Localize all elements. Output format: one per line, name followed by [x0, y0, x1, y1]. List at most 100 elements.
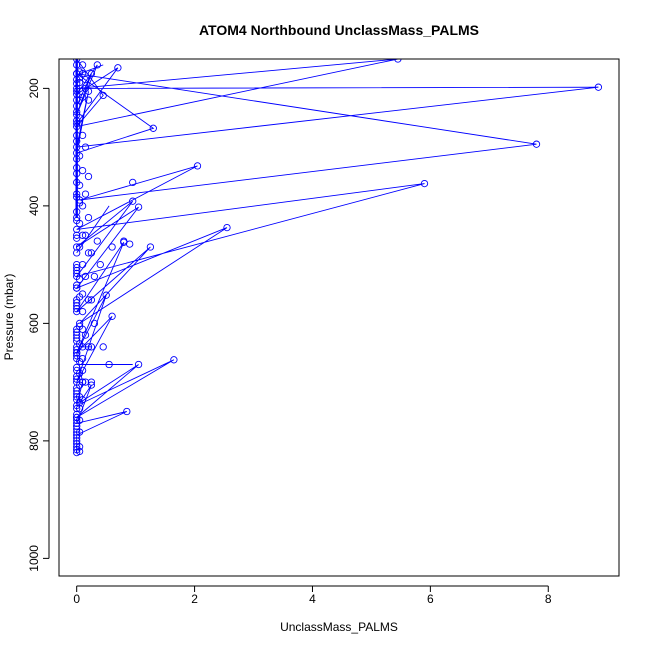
data-point	[129, 197, 137, 205]
data-point	[75, 428, 84, 436]
data-point	[73, 263, 81, 272]
data-point	[420, 179, 429, 188]
data-point	[78, 290, 87, 298]
data-point	[102, 291, 110, 299]
data-point	[87, 249, 96, 257]
data-point	[73, 305, 81, 313]
data-point	[73, 234, 81, 242]
data-point	[123, 407, 131, 416]
plot-box	[58, 58, 620, 577]
data-point	[78, 354, 87, 363]
data-point	[75, 443, 84, 451]
data-point	[90, 319, 99, 328]
data-point	[84, 213, 93, 222]
y-tick-label: 1000	[27, 545, 41, 572]
x-axis: 0 2 4 6 8	[73, 585, 552, 606]
data-point	[75, 319, 84, 328]
data-point	[73, 416, 81, 424]
data-point	[75, 219, 84, 228]
data-point	[78, 166, 87, 175]
data-point	[73, 281, 81, 289]
data-point	[146, 243, 155, 251]
x-tick-label: 4	[309, 592, 316, 606]
data-point	[99, 343, 107, 351]
data-point	[78, 260, 87, 269]
x-axis-label: UnclassMass_PALMS	[280, 620, 398, 634]
data-point	[73, 331, 81, 339]
plot-area	[73, 59, 603, 457]
data-point	[90, 272, 99, 281]
data-point	[78, 325, 87, 333]
data-point	[73, 334, 81, 342]
data-point	[170, 356, 178, 364]
data-point	[75, 243, 84, 251]
data-point	[120, 237, 128, 245]
data-point	[84, 172, 93, 181]
data-point	[78, 61, 87, 69]
data-point	[75, 416, 84, 424]
data-point	[114, 64, 122, 72]
data-point	[73, 434, 81, 442]
data-point	[81, 190, 90, 198]
data-point	[73, 428, 81, 436]
data-point	[594, 83, 603, 91]
data-point	[96, 260, 104, 269]
data-point	[394, 59, 402, 63]
data-point	[87, 381, 96, 389]
series-segment	[76, 205, 110, 254]
y-tick-label: 200	[27, 78, 41, 98]
data-point	[129, 178, 137, 187]
x-tick-label: 2	[191, 592, 198, 606]
data-point	[73, 422, 81, 430]
data-point	[73, 352, 81, 360]
data-point	[73, 284, 81, 292]
data-point	[81, 378, 90, 386]
data-point	[134, 203, 143, 211]
data-point	[73, 225, 81, 234]
data-point	[73, 393, 81, 401]
data-point	[87, 70, 96, 78]
data-point	[73, 328, 81, 336]
data-point	[84, 296, 93, 304]
data-point	[87, 378, 96, 386]
data-point	[73, 266, 81, 275]
data-point	[75, 447, 84, 456]
data-point	[73, 387, 81, 395]
data-point	[78, 131, 87, 140]
data-point	[84, 249, 93, 257]
data-point	[73, 299, 81, 307]
chart-title: ATOM4 Northbound UnclassMass_PALMS	[199, 22, 479, 38]
data-point	[126, 240, 134, 248]
data-point	[73, 249, 81, 257]
data-point	[73, 404, 81, 413]
data-point	[73, 243, 81, 251]
x-tick-label: 0	[73, 592, 80, 606]
data-point	[73, 437, 81, 445]
data-point	[73, 410, 81, 419]
data-point	[108, 243, 116, 251]
y-tick-label: 600	[27, 313, 41, 333]
data-point	[81, 143, 90, 151]
data-point	[78, 396, 87, 404]
data-point	[73, 231, 81, 239]
series-segment	[79, 64, 104, 75]
y-tick-label: 400	[27, 196, 41, 216]
data-point	[99, 91, 107, 100]
data-point	[108, 312, 116, 320]
data-point	[193, 162, 202, 170]
data-point	[93, 237, 101, 245]
data-point	[78, 202, 87, 210]
data-point	[75, 275, 84, 283]
data-point	[87, 296, 96, 304]
x-tick-label: 8	[545, 592, 552, 606]
data-point	[73, 375, 81, 383]
y-tick-label: 800	[27, 431, 41, 451]
data-point	[73, 349, 81, 357]
data-point	[149, 124, 157, 132]
data-point	[73, 302, 81, 310]
series-line	[75, 59, 599, 453]
data-point	[81, 272, 90, 281]
data-point	[78, 231, 87, 239]
data-point	[93, 61, 101, 69]
